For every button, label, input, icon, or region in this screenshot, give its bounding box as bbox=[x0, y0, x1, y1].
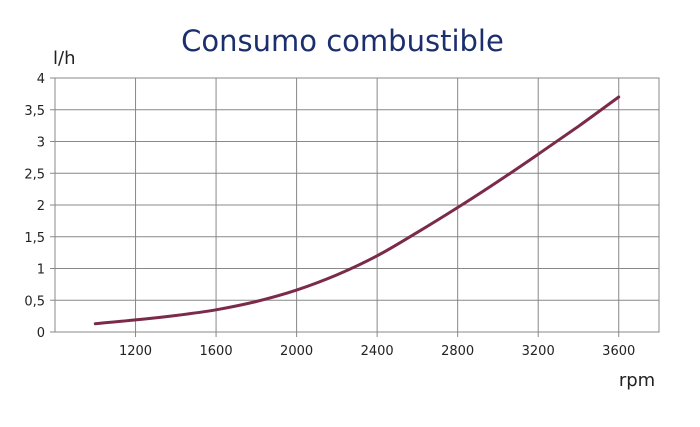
series-line bbox=[93, 95, 621, 326]
data-point bbox=[577, 125, 580, 127]
x-tick-label: 2000 bbox=[280, 344, 313, 359]
y-tick-label: 4 bbox=[37, 72, 45, 87]
data-point bbox=[416, 231, 418, 233]
data-point bbox=[94, 323, 96, 325]
y-tick-label: 0,5 bbox=[24, 294, 45, 309]
x-tick-label: 3600 bbox=[602, 344, 635, 359]
y-tick-label: 1 bbox=[37, 263, 45, 278]
data-point bbox=[255, 300, 257, 303]
data-point bbox=[336, 274, 338, 276]
x-tick-label: 1600 bbox=[200, 344, 233, 359]
grid-lines bbox=[55, 78, 659, 332]
y-axis-title: l/h bbox=[53, 48, 75, 69]
x-tick-label: 2400 bbox=[361, 344, 394, 359]
data-point bbox=[376, 255, 378, 257]
data-point bbox=[296, 289, 298, 291]
y-tick-label: 1,5 bbox=[24, 231, 45, 246]
x-tick-label: 1200 bbox=[119, 344, 152, 359]
x-tick-label: 3200 bbox=[522, 344, 555, 359]
data-point bbox=[215, 309, 217, 311]
y-tick-label: 2 bbox=[37, 199, 45, 214]
x-tick-label: 2800 bbox=[441, 344, 474, 359]
y-tick-label: 2,5 bbox=[24, 167, 45, 182]
series-layer bbox=[93, 95, 621, 326]
x-axis-title: rpm bbox=[619, 370, 655, 391]
y-tick-label: 0 bbox=[37, 326, 45, 341]
x-axis-ticks: 1200 1600 2000 2400 2800 3200 3600 bbox=[119, 332, 635, 359]
data-point bbox=[134, 319, 137, 321]
data-point bbox=[175, 314, 177, 317]
y-tick-label: 3,5 bbox=[24, 104, 45, 119]
chart-title: Consumo combustible bbox=[181, 24, 504, 58]
data-point bbox=[618, 96, 620, 98]
data-point bbox=[537, 153, 539, 155]
data-point bbox=[497, 180, 499, 183]
y-axis-ticks: 0 0,5 1 1,5 2 2,5 3 3,5 4 bbox=[24, 72, 55, 341]
y-tick-label: 3 bbox=[37, 136, 45, 151]
data-point bbox=[457, 206, 459, 209]
